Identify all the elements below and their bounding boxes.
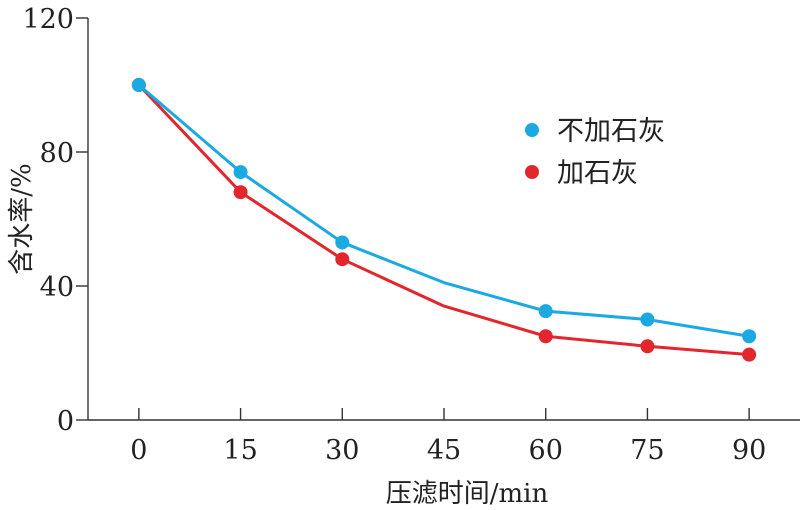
data-point bbox=[335, 235, 350, 250]
data-point bbox=[742, 347, 757, 362]
data-point bbox=[742, 329, 757, 344]
y-axis-label: 含水率/% bbox=[7, 163, 37, 274]
y-tick-label: 120 bbox=[22, 4, 74, 35]
data-point bbox=[640, 312, 655, 327]
x-axis-label: 压滤时间/min bbox=[386, 479, 549, 509]
y-tick-label: 40 bbox=[40, 272, 74, 303]
y-ticks: 0 40 80 120 bbox=[22, 4, 88, 437]
x-ticks: 0 15 30 45 60 75 90 bbox=[130, 408, 766, 466]
series-layer bbox=[131, 78, 757, 362]
data-point bbox=[538, 329, 553, 344]
y-tick-label: 0 bbox=[57, 406, 74, 437]
data-point bbox=[233, 165, 248, 180]
data-point bbox=[233, 185, 248, 200]
legend-label: 加石灰 bbox=[557, 158, 638, 189]
legend-marker bbox=[525, 165, 539, 179]
data-point bbox=[131, 78, 146, 92]
data-point bbox=[640, 339, 655, 354]
data-point bbox=[538, 304, 553, 319]
x-tick-label: 15 bbox=[223, 435, 257, 466]
x-tick-label: 45 bbox=[427, 435, 461, 466]
x-tick-label: 60 bbox=[529, 435, 563, 466]
x-tick-label: 75 bbox=[630, 435, 664, 466]
x-tick-label: 90 bbox=[732, 435, 766, 466]
legend-label: 不加石灰 bbox=[557, 116, 665, 147]
y-tick-label: 80 bbox=[40, 138, 74, 169]
legend-marker bbox=[525, 123, 539, 137]
data-point bbox=[335, 252, 350, 267]
axes bbox=[87, 18, 800, 421]
x-tick-label: 0 bbox=[130, 435, 147, 466]
x-tick-label: 30 bbox=[325, 435, 359, 466]
